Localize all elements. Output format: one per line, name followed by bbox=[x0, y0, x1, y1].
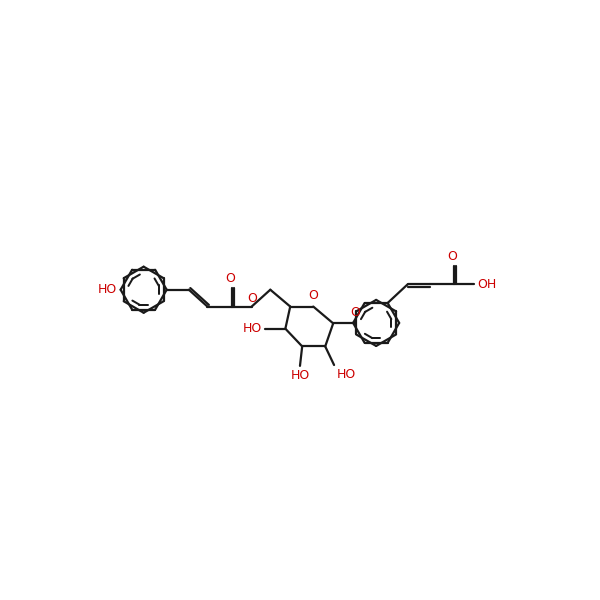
Text: HO: HO bbox=[243, 322, 262, 335]
Text: HO: HO bbox=[336, 368, 356, 380]
Text: OH: OH bbox=[477, 278, 496, 291]
Text: HO: HO bbox=[290, 369, 310, 382]
Text: O: O bbox=[308, 289, 318, 302]
Text: O: O bbox=[225, 272, 235, 285]
Text: O: O bbox=[448, 250, 457, 263]
Text: O: O bbox=[247, 292, 257, 305]
Text: HO: HO bbox=[98, 283, 117, 296]
Text: O: O bbox=[350, 307, 360, 319]
